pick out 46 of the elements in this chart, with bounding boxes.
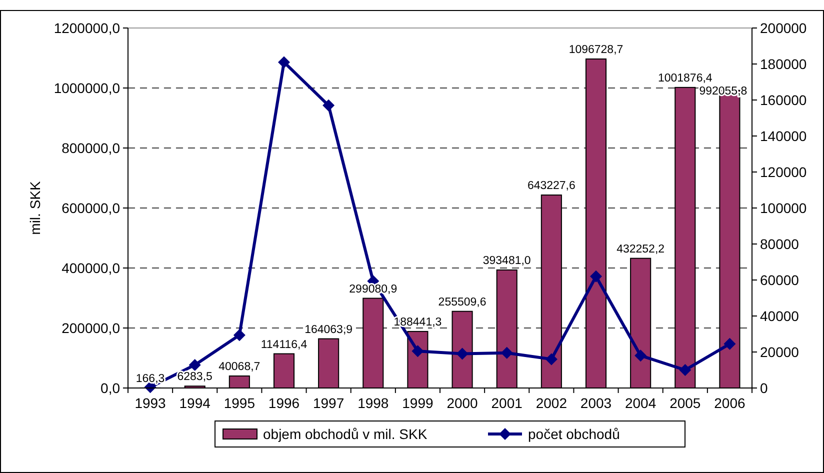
x-tick-label: 1997 xyxy=(312,395,344,411)
data-label: 992055,8 xyxy=(699,85,748,98)
x-tick-label: 1993 xyxy=(134,395,166,411)
y-tick-label: 1000000,0 xyxy=(54,80,120,96)
y-axis-title: mil. SKK xyxy=(27,180,43,235)
y-tick-label: 600000,0 xyxy=(62,200,120,216)
x-tick-label: 2004 xyxy=(624,395,656,411)
legend-label: objem obchodů v mil. SKK xyxy=(263,426,428,442)
y-tick-label: 800000,0 xyxy=(62,140,120,156)
y2-tick-label: 100000 xyxy=(760,200,807,216)
x-tick-label: 2006 xyxy=(714,395,746,411)
x-tick-label: 1996 xyxy=(268,395,300,411)
data-label: 432252,2 xyxy=(616,243,665,256)
legend-label: počet obchodů xyxy=(528,426,620,442)
data-label: 114116,4 xyxy=(260,338,308,351)
y2-tick-label: 160000 xyxy=(760,92,807,108)
y2-tick-label: 120000 xyxy=(760,164,807,180)
x-tick-label: 2005 xyxy=(670,395,701,411)
x-tick-label: 2003 xyxy=(580,395,612,411)
y2-tick-label: 180000 xyxy=(760,56,807,72)
data-label: 6283,5 xyxy=(177,371,212,384)
x-tick-label: 1995 xyxy=(224,395,256,411)
data-label: 1096728,7 xyxy=(568,44,624,56)
y2-tick-label: 140000 xyxy=(760,128,807,144)
x-tick-label: 2002 xyxy=(536,395,568,411)
data-label: 255509,6 xyxy=(438,296,486,308)
y-tick-label: 1200000,0 xyxy=(54,20,120,36)
y-tick-label: 400000,0 xyxy=(62,260,120,276)
y2-tick-label: 0 xyxy=(760,380,768,396)
y2-tick-label: 80000 xyxy=(760,236,800,252)
y2-tick-label: 60000 xyxy=(760,272,800,288)
data-label: 643227,6 xyxy=(527,180,576,192)
data-label: 393481,0 xyxy=(482,254,531,267)
x-tick-label: 2000 xyxy=(446,395,478,411)
x-tick-label: 1994 xyxy=(179,395,211,411)
x-tick-label: 2001 xyxy=(491,395,523,411)
data-label: 40068,7 xyxy=(218,360,260,373)
y-tick-label: 200000,0 xyxy=(62,320,120,336)
data-label: 1001876,4 xyxy=(658,72,713,84)
y2-tick-label: 200000 xyxy=(760,20,807,36)
y-tick-label: 0,0 xyxy=(100,380,120,396)
x-tick-label: 1999 xyxy=(402,395,434,411)
y2-tick-label: 40000 xyxy=(760,308,800,324)
y2-tick-label: 20000 xyxy=(760,344,800,360)
data-label: 166,3 xyxy=(136,372,165,385)
x-tick-label: 1998 xyxy=(358,395,389,411)
